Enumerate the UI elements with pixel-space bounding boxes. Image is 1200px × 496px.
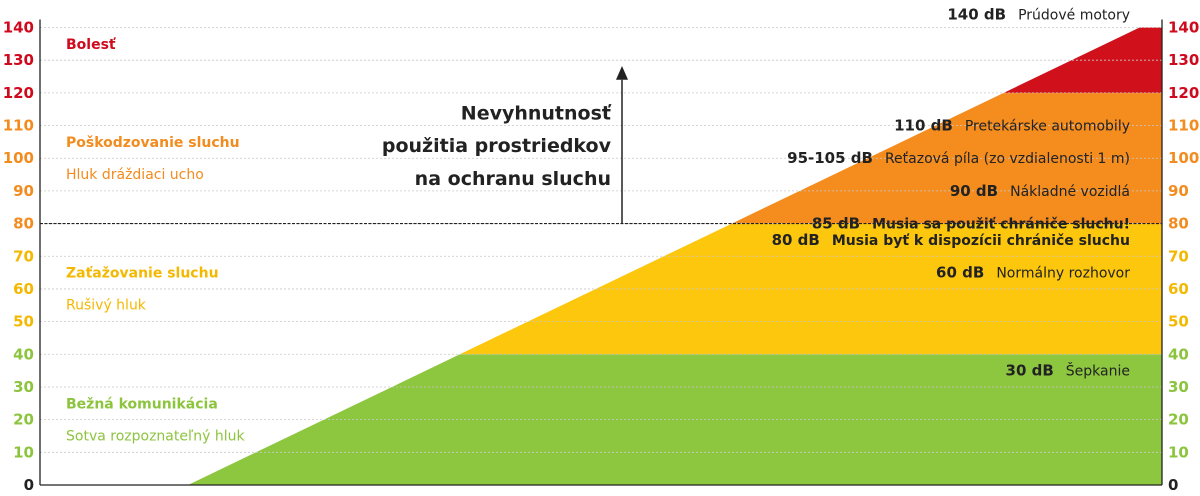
protection-note-line: na ochranu sluchu xyxy=(415,168,611,190)
example-description: Nákladné vozidlá xyxy=(1010,184,1130,200)
example-db: 80 dB xyxy=(772,231,820,249)
y-tick-label-left: 140 xyxy=(3,19,34,37)
y-tick-label-left: 50 xyxy=(13,313,34,331)
protection-note: Nevyhnutnosť použitia prostriedkov na ochr… xyxy=(382,65,628,224)
example-label: 140 dB Prúdové motory xyxy=(947,5,1130,23)
example-label: 95-105 dB Reťazová píla (zo vzdialenosti … xyxy=(787,149,1130,167)
example-db: 85 dB xyxy=(812,215,860,233)
protection-note-line: použitia prostriedkov xyxy=(382,135,612,157)
y-tick-label-right: 100 xyxy=(1168,149,1199,167)
example-description: Musia byť k dispozícii chrániče sluchu xyxy=(832,233,1130,249)
y-tick-label-left: 80 xyxy=(13,215,34,233)
y-tick-label-right: 120 xyxy=(1168,84,1199,102)
y-tick-label-left: 120 xyxy=(3,84,34,102)
arrow-head-icon xyxy=(616,65,628,80)
example-description: Reťazová píla (zo vzdialenosti 1 m) xyxy=(885,151,1130,167)
y-tick-label-right: 10 xyxy=(1168,443,1189,461)
y-tick-label-left: 70 xyxy=(13,247,34,265)
example-db: 140 dB xyxy=(947,5,1006,23)
y-tick-label-right: 40 xyxy=(1168,345,1189,363)
example-label: 110 dB Pretekárske automobily xyxy=(894,117,1130,135)
y-tick-label-left: 130 xyxy=(3,51,34,69)
example-label: 85 dB Musia sa použiť chrániče sluchu! xyxy=(812,215,1130,233)
y-tick-label-left: 0 xyxy=(24,476,34,494)
y-tick-label-right: 70 xyxy=(1168,247,1189,265)
y-axis-left-ticks: 0 10 20 30 40 50 60 70 80 90 100 110 120 130 140 xyxy=(3,19,34,495)
category-title: Bolesť xyxy=(66,37,117,53)
category-subtitle: Hluk dráždiaci ucho xyxy=(66,167,204,183)
example-description: Normálny rozhovor xyxy=(996,266,1130,282)
example-description: Pretekárske automobily xyxy=(965,119,1130,135)
y-tick-label-left: 110 xyxy=(3,117,34,135)
band-3 xyxy=(1003,27,1162,93)
y-axis-right-ticks: 0 10 20 30 40 50 60 70 80 90 100 110 120 130 140 xyxy=(1168,19,1199,495)
category-labels: Bolesť Poškodzovanie sluchu Hluk dráždiaci… xyxy=(66,37,245,444)
y-tick-label-left: 40 xyxy=(13,345,34,363)
category-title: Zaťažovanie sluchu xyxy=(66,266,219,282)
y-tick-label-left: 60 xyxy=(13,280,34,298)
band-2 xyxy=(731,92,1162,224)
y-tick-label-right: 80 xyxy=(1168,215,1189,233)
y-tick-label-right: 30 xyxy=(1168,378,1189,396)
example-label: 80 dB Musia byť k dispozícii chrániče slu… xyxy=(772,231,1130,249)
axes xyxy=(39,19,1163,486)
y-tick-label-right: 60 xyxy=(1168,280,1189,298)
category-subtitle: Rušivý hluk xyxy=(66,298,147,314)
band-1 xyxy=(459,223,1162,355)
y-tick-label-left: 10 xyxy=(13,443,34,461)
example-db: 95-105 dB xyxy=(787,149,873,167)
example-db: 110 dB xyxy=(894,117,953,135)
y-tick-label-right: 50 xyxy=(1168,313,1189,331)
category-title: Bežná komunikácia xyxy=(66,396,218,412)
example-db: 30 dB xyxy=(1006,362,1054,380)
example-description: Musia sa použiť chrániče sluchu! xyxy=(872,217,1130,233)
example-labels: 140 dB Prúdové motory 110 dB Pretekárske au… xyxy=(772,5,1131,379)
band-areas xyxy=(188,27,1162,485)
y-tick-label-right: 140 xyxy=(1168,19,1199,37)
y-tick-label-right: 90 xyxy=(1168,182,1189,200)
example-description: Prúdové motory xyxy=(1018,7,1130,23)
category-title: Poškodzovanie sluchu xyxy=(66,135,240,151)
y-tick-label-right: 20 xyxy=(1168,411,1189,429)
category-subtitle: Sotva rozpoznateľný hluk xyxy=(66,428,245,444)
y-tick-label-right: 110 xyxy=(1168,117,1199,135)
example-description: Šepkanie xyxy=(1066,362,1130,380)
gridlines xyxy=(40,27,1162,453)
y-tick-label-right: 0 xyxy=(1168,476,1178,494)
example-label: 30 dB Šepkanie xyxy=(1006,362,1130,380)
y-tick-label-left: 100 xyxy=(3,149,34,167)
band-0 xyxy=(188,354,1162,485)
example-db: 90 dB xyxy=(950,182,998,200)
y-tick-label-left: 30 xyxy=(13,378,34,396)
y-tick-label-right: 130 xyxy=(1168,51,1199,69)
protection-note-line: Nevyhnutnosť xyxy=(461,102,612,124)
example-label: 90 dB Nákladné vozidlá xyxy=(950,182,1130,200)
example-db: 60 dB xyxy=(936,264,984,282)
y-tick-label-left: 90 xyxy=(13,182,34,200)
example-label: 60 dB Normálny rozhovor xyxy=(936,264,1130,282)
y-tick-label-left: 20 xyxy=(13,411,34,429)
